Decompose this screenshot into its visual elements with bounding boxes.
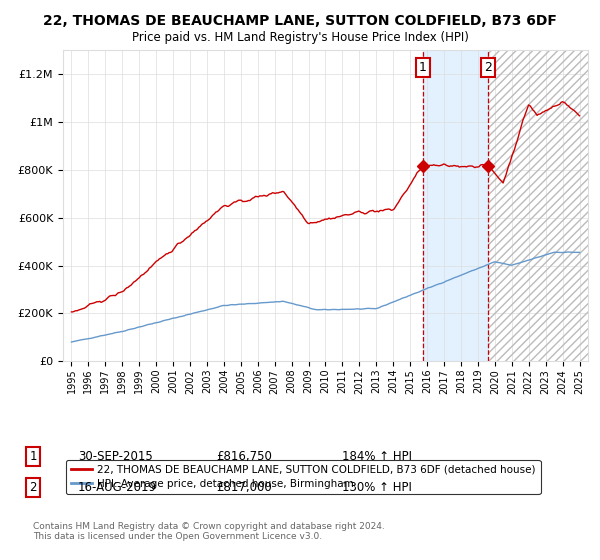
Text: 2: 2	[484, 60, 493, 73]
Legend: 22, THOMAS DE BEAUCHAMP LANE, SUTTON COLDFIELD, B73 6DF (detached house), HPI: A: 22, THOMAS DE BEAUCHAMP LANE, SUTTON COL…	[65, 460, 541, 494]
Bar	[423, 50, 488, 361]
Bar	[488, 50, 588, 361]
Text: Contains HM Land Registry data © Crown copyright and database right 2024.
This d: Contains HM Land Registry data © Crown c…	[33, 522, 385, 542]
Text: £817,000: £817,000	[216, 480, 272, 494]
Text: 30-SEP-2015: 30-SEP-2015	[78, 450, 153, 463]
Text: 1: 1	[29, 450, 37, 463]
Text: Price paid vs. HM Land Registry's House Price Index (HPI): Price paid vs. HM Land Registry's House …	[131, 31, 469, 44]
Text: 1: 1	[419, 60, 427, 73]
Text: 2: 2	[29, 480, 37, 494]
Text: £816,750: £816,750	[216, 450, 272, 463]
Text: 130% ↑ HPI: 130% ↑ HPI	[342, 480, 412, 494]
Text: 184% ↑ HPI: 184% ↑ HPI	[342, 450, 412, 463]
Text: 16-AUG-2019: 16-AUG-2019	[78, 480, 157, 494]
Text: 22, THOMAS DE BEAUCHAMP LANE, SUTTON COLDFIELD, B73 6DF: 22, THOMAS DE BEAUCHAMP LANE, SUTTON COL…	[43, 14, 557, 28]
